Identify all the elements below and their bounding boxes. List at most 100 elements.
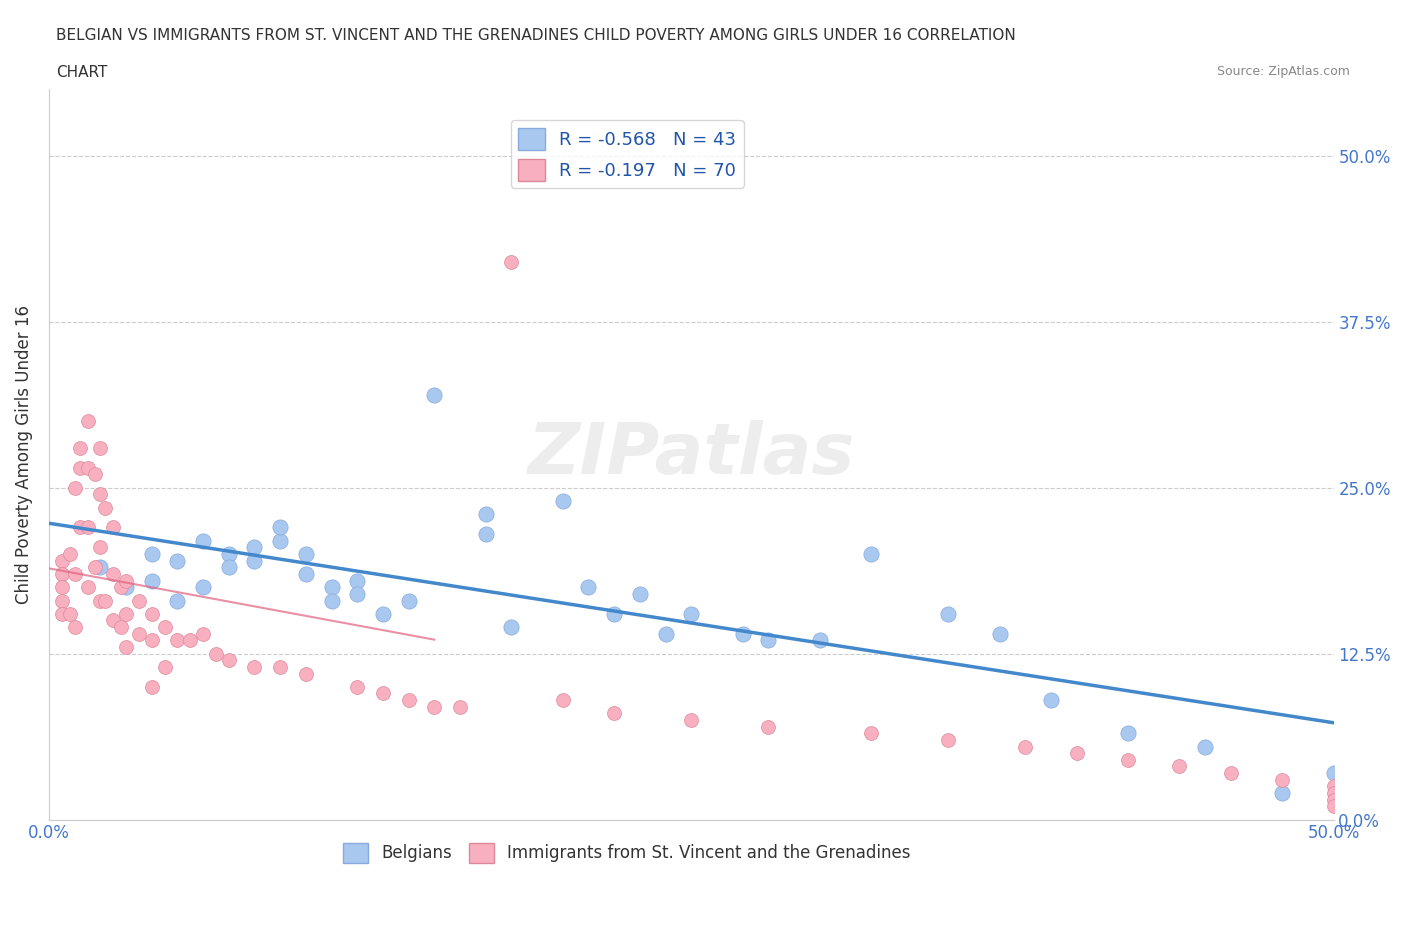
Point [551, 693, 574, 708]
Point [63, 619, 86, 634]
Point [84, 560, 107, 575]
Point [423, 699, 446, 714]
Point [936, 733, 959, 748]
Point [449, 699, 471, 714]
Point [51, 579, 73, 594]
Point [89, 441, 111, 456]
Point [603, 606, 626, 621]
Point [1039, 693, 1062, 708]
Point [731, 626, 754, 641]
Point [756, 633, 779, 648]
Text: BELGIAN VS IMMIGRANTS FROM ST. VINCENT AND THE GRENADINES CHILD POVERTY AMONG GI: BELGIAN VS IMMIGRANTS FROM ST. VINCENT A… [56, 28, 1017, 43]
Legend: Belgians, Immigrants from St. Vincent and the Grenadines: Belgians, Immigrants from St. Vincent an… [336, 836, 918, 870]
Point [269, 520, 291, 535]
Point [654, 626, 676, 641]
Point [243, 540, 266, 555]
Point [756, 719, 779, 734]
Point [89, 593, 111, 608]
Point [94, 500, 117, 515]
Point [103, 520, 125, 535]
Point [628, 587, 651, 602]
Point [63, 480, 86, 495]
Point [371, 606, 394, 621]
Point [218, 653, 240, 668]
Point [860, 725, 883, 740]
Point [295, 547, 318, 562]
Point [321, 593, 343, 608]
Point [1322, 765, 1344, 780]
Point [398, 593, 420, 608]
Point [179, 633, 201, 648]
Point [1271, 772, 1294, 787]
Point [51, 566, 73, 581]
Y-axis label: Child Poverty Among Girls Under 16: Child Poverty Among Girls Under 16 [15, 305, 32, 604]
Point [1322, 799, 1344, 814]
Point [936, 606, 959, 621]
Point [578, 579, 600, 594]
Point [243, 553, 266, 568]
Point [141, 633, 163, 648]
Point [51, 606, 73, 621]
Point [63, 566, 86, 581]
Point [1116, 725, 1139, 740]
Point [551, 494, 574, 509]
Point [76, 520, 98, 535]
Point [153, 659, 176, 674]
Point [321, 579, 343, 594]
Point [191, 626, 214, 641]
Point [110, 579, 132, 594]
Point [89, 487, 111, 502]
Point [808, 633, 831, 648]
Point [371, 686, 394, 701]
Point [501, 619, 523, 634]
Point [1014, 739, 1036, 754]
Point [58, 606, 80, 621]
Point [205, 646, 228, 661]
Point [1066, 746, 1088, 761]
Text: Source: ZipAtlas.com: Source: ZipAtlas.com [1216, 65, 1350, 78]
Point [1322, 792, 1344, 807]
Point [191, 579, 214, 594]
Point [988, 626, 1011, 641]
Point [94, 593, 117, 608]
Point [681, 606, 703, 621]
Point [218, 547, 240, 562]
Point [603, 706, 626, 721]
Point [58, 547, 80, 562]
Point [1219, 765, 1241, 780]
Point [141, 679, 163, 694]
Point [346, 573, 368, 588]
Point [103, 613, 125, 628]
Point [141, 547, 163, 562]
Point [501, 255, 523, 270]
Point [69, 460, 91, 475]
Point [76, 414, 98, 429]
Point [141, 573, 163, 588]
Point [84, 467, 107, 482]
Point [110, 619, 132, 634]
Point [115, 606, 138, 621]
Point [128, 593, 150, 608]
Point [474, 507, 496, 522]
Text: CHART: CHART [56, 65, 108, 80]
Point [681, 712, 703, 727]
Point [346, 679, 368, 694]
Point [269, 533, 291, 548]
Point [76, 579, 98, 594]
Point [51, 593, 73, 608]
Point [1194, 739, 1216, 754]
Point [218, 560, 240, 575]
Text: ZIPatlas: ZIPatlas [527, 420, 855, 489]
Point [166, 633, 188, 648]
Point [1271, 786, 1294, 801]
Point [153, 619, 176, 634]
Point [1322, 786, 1344, 801]
Point [69, 520, 91, 535]
Point [115, 640, 138, 655]
Point [1168, 759, 1191, 774]
Point [398, 693, 420, 708]
Point [423, 387, 446, 402]
Point [269, 659, 291, 674]
Point [103, 566, 125, 581]
Point [295, 666, 318, 681]
